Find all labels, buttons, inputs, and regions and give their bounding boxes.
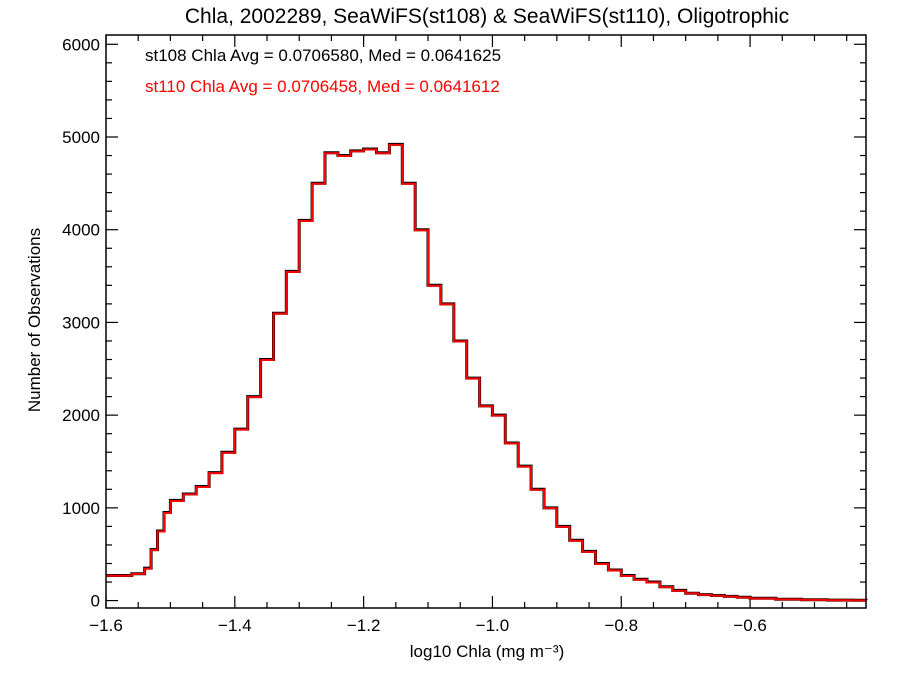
y-tick-label: 1000 bbox=[62, 499, 100, 518]
x-tick-label: −1.0 bbox=[476, 616, 510, 635]
series-layer bbox=[106, 142, 868, 602]
legend-series-1: st108 Chla Avg = 0.0706580, Med = 0.0641… bbox=[145, 46, 501, 65]
series-2-line bbox=[106, 143, 867, 602]
plot-frame bbox=[105, 34, 867, 609]
legend-series-2: st110 Chla Avg = 0.0706458, Med = 0.0641… bbox=[145, 77, 500, 96]
axis-ticks bbox=[105, 35, 866, 608]
y-tick-label: 2000 bbox=[62, 406, 100, 425]
x-tick-label: −1.2 bbox=[347, 616, 381, 635]
chart-title: Chla, 2002289, SeaWiFS(st108) & SeaWiFS(… bbox=[185, 5, 789, 28]
x-tick-label: −0.6 bbox=[733, 616, 767, 635]
axis-tick-labels: −1.6 −1.4 −1.2 −1.0 −0.8 −0.6 0 1000 2000 3000 400… bbox=[62, 35, 767, 635]
x-tick-label: −1.4 bbox=[218, 616, 252, 635]
y-tick-label: 6000 bbox=[62, 35, 100, 54]
x-tick-label: −0.8 bbox=[604, 616, 638, 635]
x-tick-label: −1.6 bbox=[89, 616, 123, 635]
y-tick-label: 0 bbox=[91, 592, 100, 611]
y-tick-label: 3000 bbox=[62, 313, 100, 332]
y-tick-label: 4000 bbox=[62, 221, 100, 240]
y-axis-title: Number of Observations bbox=[25, 228, 44, 412]
series-1-line bbox=[106, 142, 868, 602]
x-axis-title: log10 Chla (mg m⁻³) bbox=[410, 642, 564, 661]
y-tick-label: 5000 bbox=[62, 128, 100, 147]
